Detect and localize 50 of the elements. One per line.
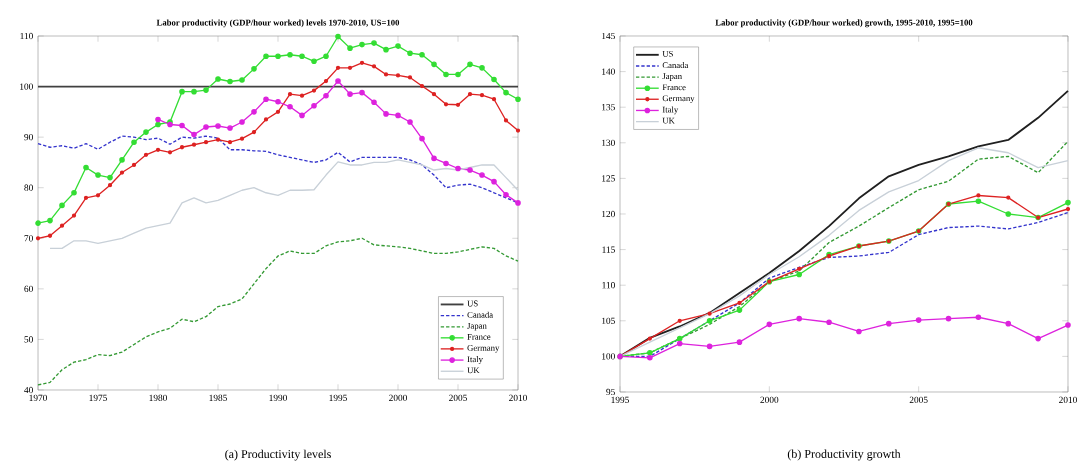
legend-label: US (467, 300, 478, 307)
legend-label: Italy (662, 106, 679, 115)
legend-label: Germany (467, 345, 500, 353)
y-tick-label: 135 (602, 104, 615, 111)
y-tick-label: 95 (606, 388, 615, 396)
legend-label: Japan (662, 73, 682, 81)
x-tick-label: 1975 (89, 394, 107, 401)
y-tick-label: 110 (20, 32, 33, 40)
y-tick-label: 70 (24, 235, 33, 242)
chart-title: Labor productivity (GDP/hour worked) growth, 1995-2010, 1995=100 (715, 19, 973, 28)
legend-label: Canada (662, 62, 689, 69)
x-tick-label: 2010 (1059, 396, 1077, 403)
legend-label: Italy (467, 356, 483, 364)
chart-title: Labor productivity (GDP/hour worked) levels 1970-2010, US=100 (156, 19, 400, 28)
y-tick-label: 100 (602, 353, 615, 360)
x-tick-label: 1970 (29, 394, 47, 401)
legend-label: Germany (662, 95, 695, 103)
y-tick-label: 40 (24, 386, 33, 394)
x-tick-label: 1985 (209, 394, 227, 401)
legend-label: France (662, 84, 686, 91)
y-tick-label: 145 (602, 32, 615, 40)
x-tick-label: 1990 (269, 394, 287, 401)
legend-label: US (662, 50, 673, 57)
x-tick-label: 2000 (760, 396, 779, 403)
y-tick-label: 110 (602, 282, 615, 289)
y-tick-label: 115 (602, 246, 615, 253)
y-tick-label: 130 (602, 139, 615, 146)
x-tick-label: 1995 (611, 396, 629, 403)
y-tick-label: 105 (602, 317, 615, 324)
y-tick-label: 140 (602, 68, 615, 75)
x-tick-label: 2000 (389, 394, 407, 401)
text: (a) Productivity levels (225, 449, 331, 461)
legend-label: UK (662, 117, 675, 124)
y-tick-label: 100 (20, 83, 33, 90)
y-tick-label: 125 (602, 175, 615, 182)
legend-label: Japan (467, 323, 487, 331)
x-tick-label: 2010 (509, 394, 527, 401)
x-tick-label: 2005 (909, 396, 928, 403)
legend-label: UK (467, 367, 480, 374)
x-tick-label: 1980 (149, 394, 167, 401)
y-tick-label: 60 (24, 285, 33, 292)
y-tick-label: 80 (24, 184, 33, 191)
x-tick-label: 2005 (449, 394, 467, 401)
y-tick-label: 120 (602, 210, 615, 218)
legend-label: Canada (467, 311, 493, 318)
legend-label: France (467, 334, 491, 340)
text: (b) Productivity growth (787, 449, 901, 461)
y-tick-label: 90 (24, 133, 33, 141)
x-tick-label: 1995 (329, 394, 347, 401)
y-tick-label: 50 (24, 336, 33, 343)
